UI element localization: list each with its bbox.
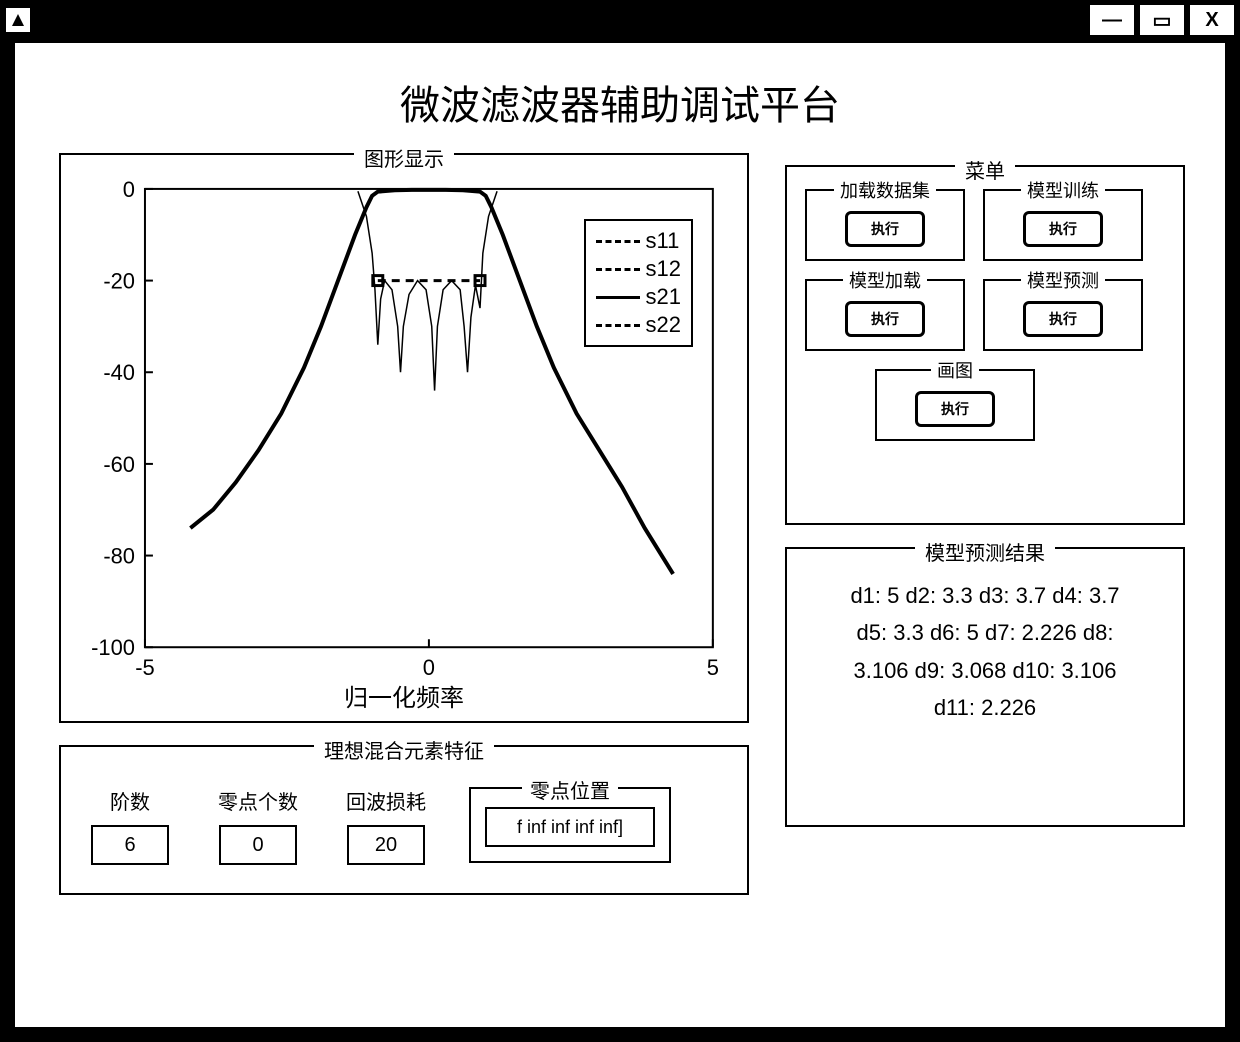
menu-button[interactable]: 执行 xyxy=(845,301,925,337)
svg-text:-60: -60 xyxy=(103,452,135,477)
zeros-count-label: 零点个数 xyxy=(203,786,313,815)
legend-label: s11 xyxy=(646,228,680,254)
legend-label: s21 xyxy=(646,284,681,310)
results-line: 3.106 d9: 3.068 d10: 3.106 xyxy=(805,652,1165,689)
content-area: 图形显示 -100-80-60-40-200-505 s11s12s21s22 … xyxy=(19,143,1221,1019)
svg-text:-5: -5 xyxy=(135,655,154,680)
chart-panel: 图形显示 -100-80-60-40-200-505 s11s12s21s22 … xyxy=(59,153,749,723)
chart-area: -100-80-60-40-200-505 s11s12s21s22 归一化频率 xyxy=(75,169,733,707)
menu-item-3: 模型预测执行 xyxy=(983,279,1143,351)
menu-item-0: 加载数据集执行 xyxy=(805,189,965,261)
menu-button[interactable]: 执行 xyxy=(1023,301,1103,337)
results-line: d1: 5 d2: 3.3 d3: 3.7 d4: 3.7 xyxy=(805,577,1165,614)
menu-grid: 加载数据集执行模型训练执行模型加载执行模型预测执行画图执行 xyxy=(805,189,1165,441)
zero-pos-label: 零点位置 xyxy=(522,775,618,804)
menu-item-title: 画图 xyxy=(931,357,979,383)
results-text: d1: 5 d2: 3.3 d3: 3.7 d4: 3.7d5: 3.3 d6:… xyxy=(805,577,1165,727)
right-column: 菜单 加载数据集执行模型训练执行模型加载执行模型预测执行画图执行 模型预测结果 … xyxy=(785,165,1185,849)
page-title: 微波滤波器辅助调试平台 xyxy=(19,47,1221,143)
legend: s11s12s21s22 xyxy=(584,219,693,347)
results-panel: 模型预测结果 d1: 5 d2: 3.3 d3: 3.7 d4: 3.7d5: … xyxy=(785,547,1185,827)
svg-text:0: 0 xyxy=(123,177,135,202)
return-loss-group: 回波损耗 20 xyxy=(331,786,441,865)
svg-text:-100: -100 xyxy=(91,635,135,660)
order-input[interactable]: 6 xyxy=(91,825,169,865)
results-panel-title: 模型预测结果 xyxy=(915,537,1055,566)
menu-button[interactable]: 执行 xyxy=(915,391,995,427)
menu-panel: 菜单 加载数据集执行模型训练执行模型加载执行模型预测执行画图执行 xyxy=(785,165,1185,525)
menu-item-title: 模型加载 xyxy=(843,267,927,293)
app-outer-frame: — ▭ X 微波滤波器辅助调试平台 图形显示 -100 -80 -60 -40 -20 0… xyxy=(0,0,1240,1042)
svg-text:-80: -80 xyxy=(103,544,135,569)
app-inner: 微波滤波器辅助调试平台 图形显示 -100 -80 -60 -40 -20 0 -5 0 5 s… xyxy=(19,47,1221,1023)
legend-item: s11 xyxy=(596,227,681,255)
order-label: 阶数 xyxy=(75,786,185,815)
minimize-button[interactable]: — xyxy=(1090,5,1134,35)
minimize-icon: — xyxy=(1102,9,1122,32)
x-axis-label: 归一化频率 xyxy=(344,678,464,713)
legend-item: s21 xyxy=(596,283,681,311)
menu-panel-title: 菜单 xyxy=(955,155,1015,184)
titlebar: — ▭ X xyxy=(0,0,1240,40)
close-button[interactable]: X xyxy=(1190,5,1234,35)
left-column: 图形显示 -100-80-60-40-200-505 s11s12s21s22 … xyxy=(59,153,749,917)
svg-text:0: 0 xyxy=(423,655,435,680)
return-loss-label: 回波损耗 xyxy=(331,786,441,815)
menu-item-1: 模型训练执行 xyxy=(983,189,1143,261)
legend-item: s12 xyxy=(596,255,681,283)
results-line: d11: 2.226 xyxy=(805,689,1165,726)
menu-item-title: 加载数据集 xyxy=(834,177,936,203)
legend-line-icon xyxy=(596,296,640,299)
legend-line-icon xyxy=(596,240,640,243)
menu-item-title: 模型训练 xyxy=(1021,177,1105,203)
zeros-count-group: 零点个数 0 xyxy=(203,786,313,865)
menu-button[interactable]: 执行 xyxy=(1023,211,1103,247)
menu-button[interactable]: 执行 xyxy=(845,211,925,247)
return-loss-input[interactable]: 20 xyxy=(347,825,425,865)
legend-item: s22 xyxy=(596,311,681,339)
ideal-panel-title: 理想混合元素特征 xyxy=(314,735,494,764)
menu-item-title: 模型预测 xyxy=(1021,267,1105,293)
svg-text:5: 5 xyxy=(707,655,719,680)
close-icon: X xyxy=(1205,9,1218,32)
menu-item-2: 模型加载执行 xyxy=(805,279,965,351)
legend-line-icon xyxy=(596,268,640,271)
legend-line-icon xyxy=(596,324,640,327)
zero-pos-input[interactable]: f inf inf inf inf] xyxy=(485,807,655,847)
zeros-count-input[interactable]: 0 xyxy=(219,825,297,865)
order-group: 阶数 6 xyxy=(75,786,185,865)
menu-item-4: 画图执行 xyxy=(875,369,1035,441)
chart-panel-title: 图形显示 xyxy=(354,143,454,172)
svg-text:-40: -40 xyxy=(103,360,135,385)
window-controls: — ▭ X xyxy=(1090,5,1234,35)
ideal-params-panel: 理想混合元素特征 阶数 6 零点个数 0 回波损耗 20 xyxy=(59,745,749,895)
app-icon xyxy=(6,8,30,32)
svg-text:-20: -20 xyxy=(103,269,135,294)
app-window: 微波滤波器辅助调试平台 图形显示 -100 -80 -60 -40 -20 0 -5 0 5 s… xyxy=(12,40,1228,1030)
maximize-button[interactable]: ▭ xyxy=(1140,5,1184,35)
zero-pos-group: 零点位置 f inf inf inf inf] xyxy=(469,787,671,863)
results-line: d5: 3.3 d6: 5 d7: 2.226 d8: xyxy=(805,614,1165,651)
legend-label: s22 xyxy=(646,312,681,338)
maximize-icon: ▭ xyxy=(1153,8,1172,33)
legend-label: s12 xyxy=(646,256,681,282)
